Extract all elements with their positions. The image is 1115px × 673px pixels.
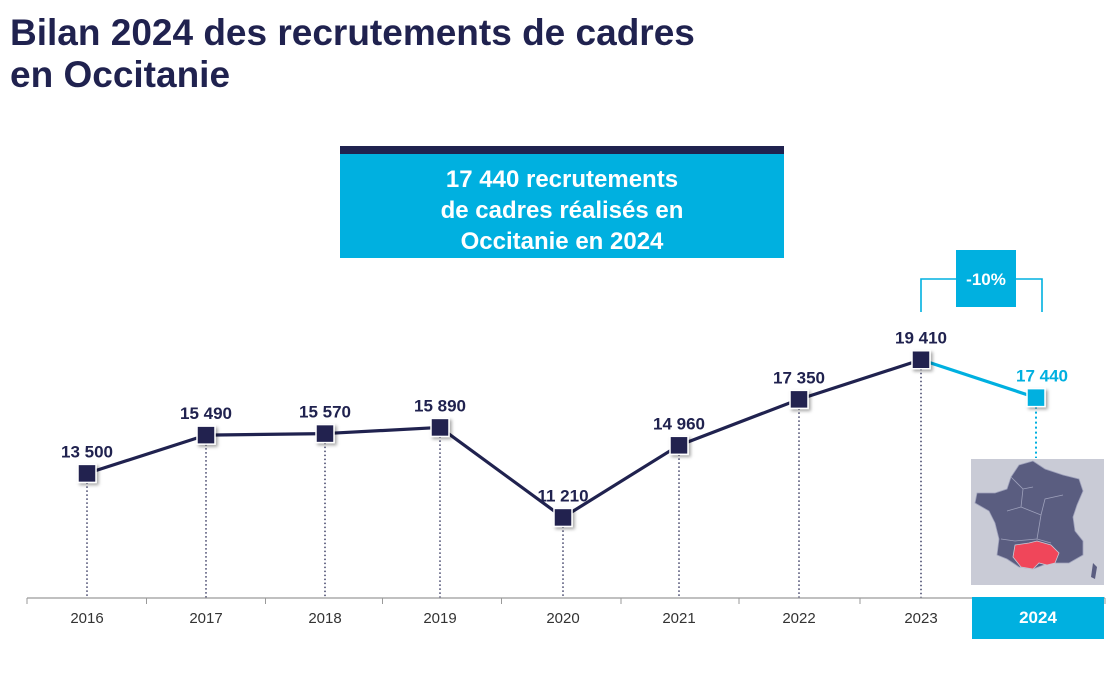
occitanie-region-shape: [1012, 540, 1060, 570]
highlight-box: 17 440 recrutements de cadres réalisés e…: [340, 146, 784, 258]
x-tick-label-2022: 2022: [782, 610, 815, 627]
data-point-2020: [553, 507, 573, 528]
value-label-2019: 15 890: [414, 396, 466, 415]
region-borders: [1000, 476, 1064, 544]
change-badge-label: -10%: [966, 270, 1006, 289]
data-points: [77, 349, 1046, 528]
highlight-line-1: 17 440 recrutements: [445, 166, 679, 193]
x-tick-labels: 2016 2017 2018 2019 2020 2021 2022 2023: [70, 610, 937, 627]
france-regions-shape: [974, 460, 1084, 570]
value-label-2018: 15 570: [299, 403, 351, 422]
corsica-shape: [1091, 563, 1097, 579]
france-map-icon: [974, 460, 1097, 579]
page-title: Bilan 2024 des recrutements de cadres en…: [10, 12, 810, 96]
value-label-2024: 17 440: [1016, 367, 1068, 386]
data-point-2022: [789, 389, 809, 410]
change-badge: [956, 250, 1016, 307]
x-tick-label-2016: 2016: [70, 610, 103, 627]
highlight-line-2: de cadres réalisés en: [440, 197, 684, 224]
value-labels: 13 500 15 490 15 570 15 890 11 210 14 960 17 3…: [61, 329, 1068, 506]
data-point-2017: [196, 425, 216, 445]
x-tick-label-2017: 2017: [189, 610, 222, 627]
value-label-2020: 11 210: [537, 486, 588, 505]
x-tick-label-2023: 2023: [904, 610, 937, 627]
value-label-2017: 15 490: [180, 404, 232, 423]
data-point-2024: [1026, 387, 1046, 408]
x-axis: [26, 597, 1106, 604]
x-tick-label-2021: 2021: [662, 610, 695, 627]
value-label-2021: 14 960: [653, 414, 705, 433]
x-tick-label-2018: 2018: [308, 610, 341, 627]
data-point-2016: [77, 463, 97, 484]
vertical-guides: [86, 368, 1037, 598]
x-tick-label-2019: 2019: [423, 610, 456, 627]
page-title-line-2: en Occitanie: [10, 54, 231, 95]
series-line-2024: [920, 358, 1037, 400]
data-point-2019: [430, 417, 450, 438]
x-tick-label-2020: 2020: [546, 610, 579, 627]
data-point-2018: [315, 423, 335, 444]
highlight-year-tab: 2024: [972, 597, 1104, 639]
data-point-2021: [669, 435, 689, 456]
value-label-2016: 13 500: [61, 442, 113, 461]
highlight-line-3: Occitanie en 2024: [460, 228, 664, 255]
france-map: [971, 459, 1104, 585]
value-label-2023: 19 410: [895, 329, 947, 348]
page-title-line-1: Bilan 2024 des recrutements de cadres: [10, 12, 695, 53]
series-lines: [86, 358, 1037, 520]
value-label-2022: 17 350: [773, 368, 825, 387]
series-line: [86, 358, 922, 520]
change-bracket: [920, 278, 1043, 312]
change-annotation: -10%: [920, 250, 1043, 312]
data-point-2023: [911, 349, 931, 370]
